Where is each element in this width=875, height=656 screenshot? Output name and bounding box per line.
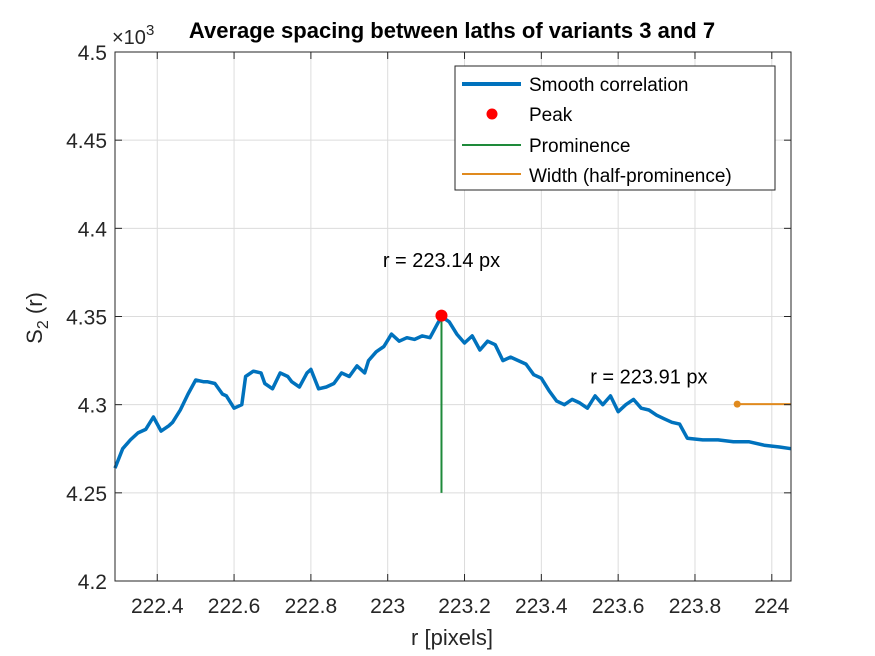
x-tick-label: 222.6 [208, 595, 261, 618]
annotations: r = 223.14 px r = 223.91 px [383, 250, 708, 388]
x-tick-label: 222.4 [131, 595, 184, 618]
y-tick-label: 4.5 [78, 42, 107, 65]
legend-box [454, 65, 776, 191]
exponent-label: ×103 [112, 22, 154, 49]
ticks: 222.4 222.6 222.8 223 223.2 223.4 223.6 223.8 22… [66, 42, 791, 618]
legend-item-peak: Peak [486, 105, 573, 126]
y-tick-label: 4.2 [78, 571, 107, 594]
legend-label: Smooth correlation [529, 75, 688, 96]
series-line-smooth-correlation [113, 314, 792, 469]
x-tick-label: 223.4 [515, 595, 568, 618]
legend-item-prominence: Prominence [462, 136, 630, 157]
x-tick-label: 223.8 [669, 595, 722, 618]
x-tick-label: 224 [754, 595, 789, 618]
legend-item-smooth-correlation: Smooth correlation [462, 75, 688, 96]
legend: Smooth correlation Peak Prominence Width… [454, 65, 776, 191]
legend-label: Width (half-prominence) [529, 166, 732, 187]
series-layer [113, 309, 792, 493]
x-tick-label: 223.2 [438, 595, 491, 618]
legend-label: Peak [529, 105, 573, 126]
y-axis-label: S2 (r) [22, 292, 52, 344]
y-tick-label: 4.45 [66, 130, 107, 153]
x-tick-label: 222.8 [285, 595, 338, 618]
peak-marker [435, 309, 448, 322]
y-tick-label: 4.25 [66, 483, 107, 506]
y-tick-label: 4.3 [78, 395, 107, 418]
annotation-label: r = 223.91 px [590, 367, 707, 389]
y-tick-label: 4.4 [78, 218, 108, 241]
legend-label: Prominence [529, 136, 630, 157]
legend-swatch-dot [486, 108, 498, 120]
x-tick-label: 223 [370, 595, 405, 618]
x-axis-label: r [pixels] [411, 625, 493, 650]
width-endpoint [733, 400, 741, 408]
chart-title: Average spacing between laths of variant… [189, 18, 715, 43]
annotation-label: r = 223.14 px [383, 250, 500, 272]
x-tick-label: 223.6 [592, 595, 645, 618]
legend-item-width: Width (half-prominence) [462, 166, 732, 187]
y-tick-label: 4.35 [66, 307, 107, 330]
